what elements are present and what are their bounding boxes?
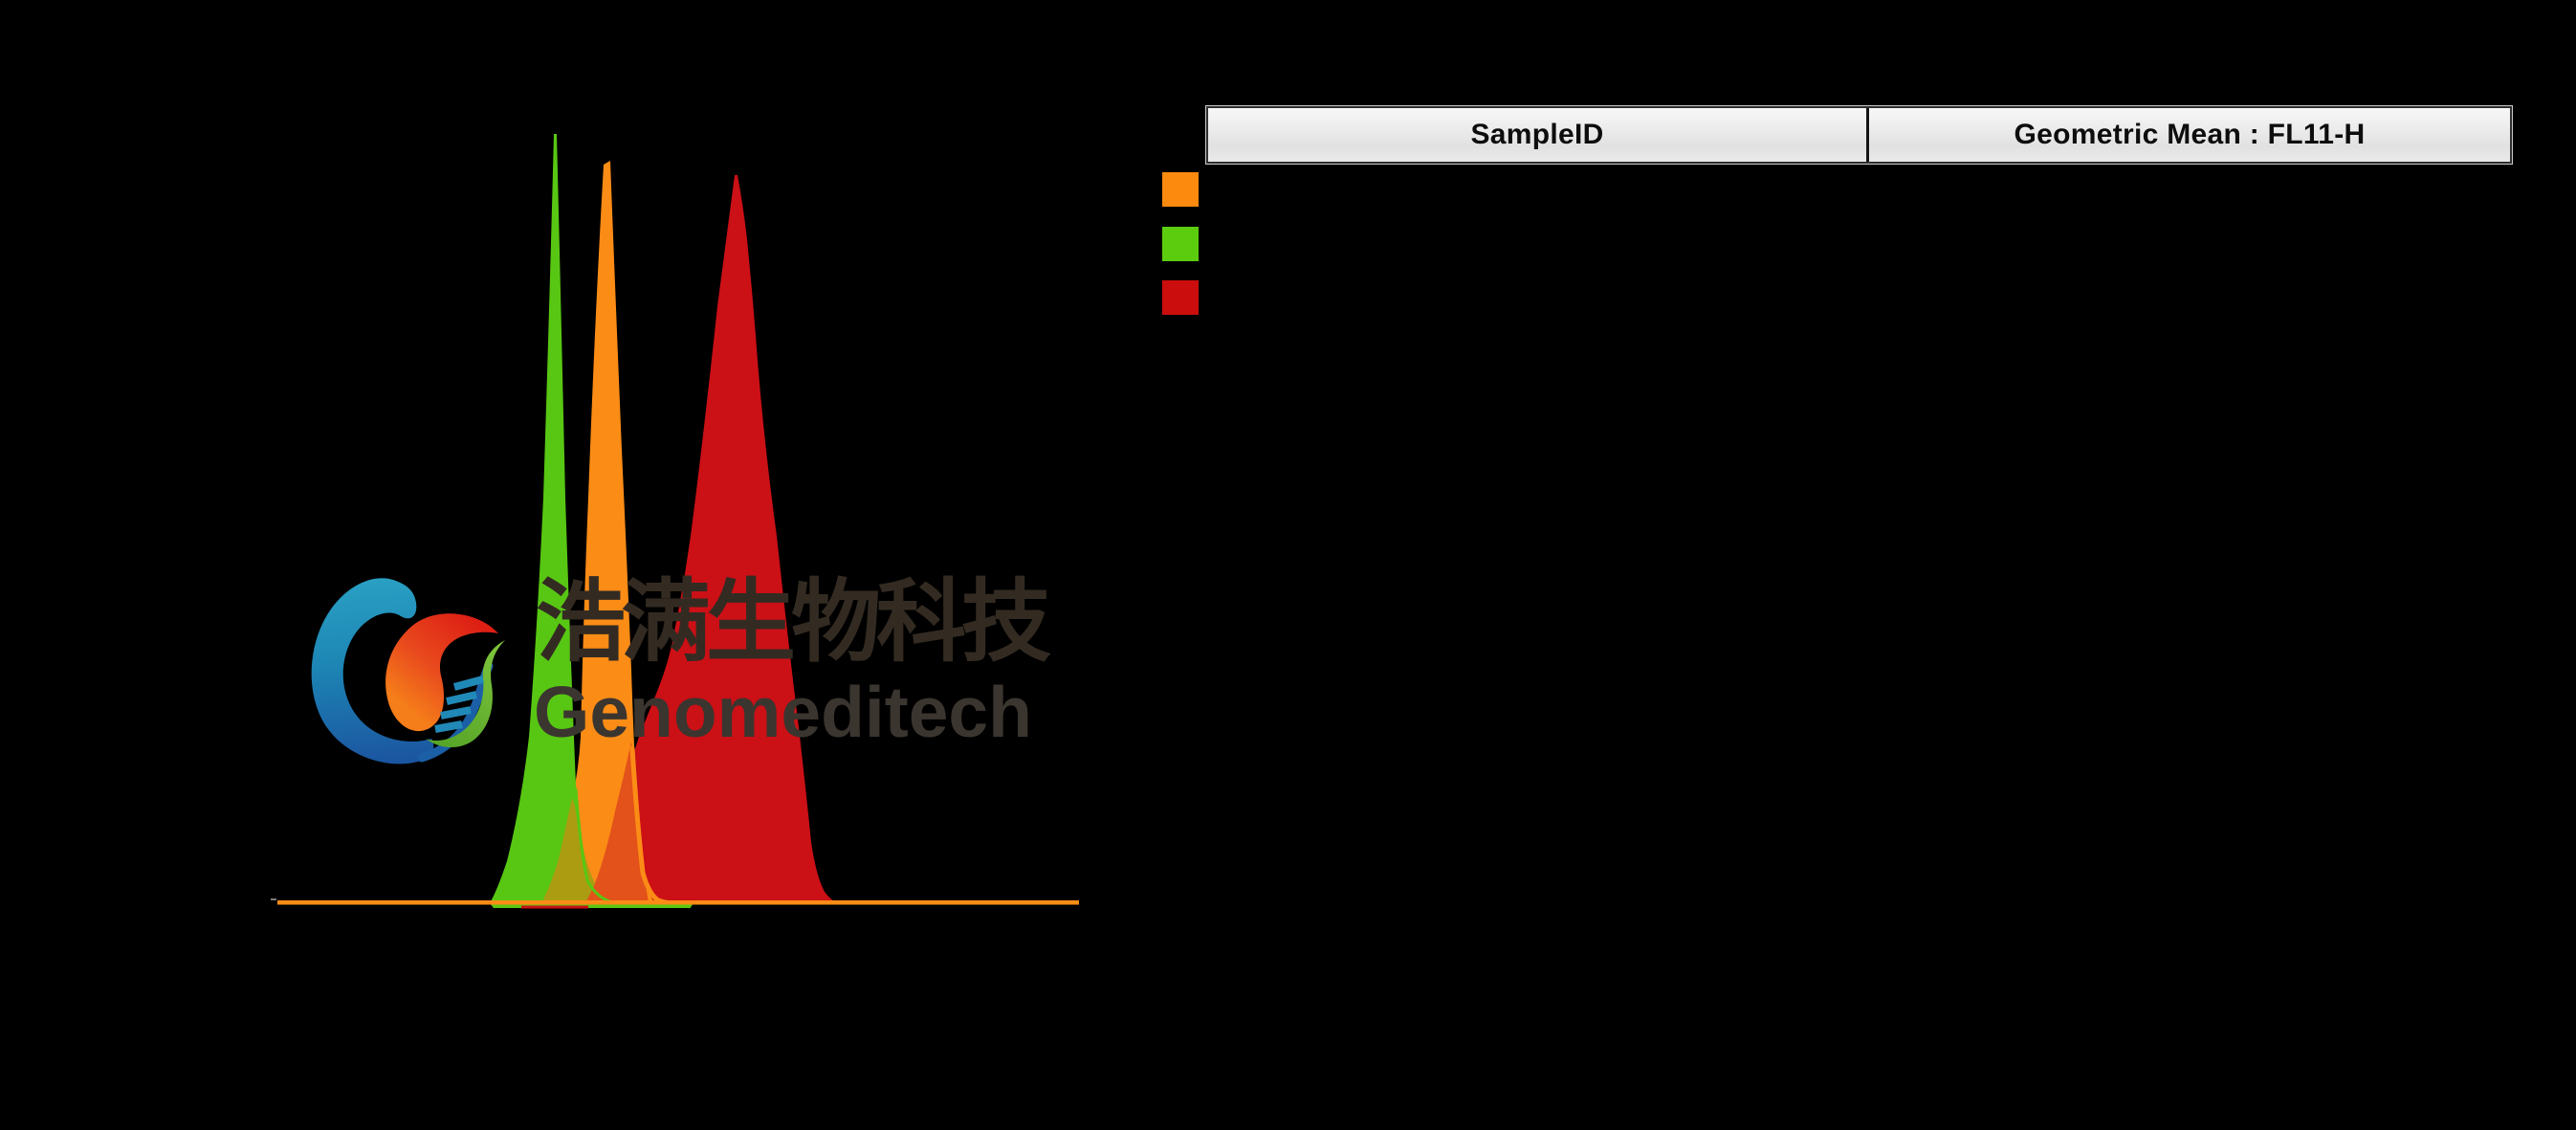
histogram-curve-red — [583, 175, 837, 903]
results-table-header-row: SampleID Geometric Mean : FL11-H — [1206, 106, 2512, 164]
legend-swatch-orange[interactable] — [1162, 172, 1199, 207]
column-header-geometric-mean[interactable]: Geometric Mean : FL11-H — [1866, 108, 2510, 162]
legend-swatch-red[interactable] — [1162, 280, 1199, 315]
histogram-curve-orange — [532, 161, 654, 903]
results-table-header: SampleID Geometric Mean : FL11-H — [1205, 105, 2513, 165]
histogram-curve-green — [490, 134, 691, 908]
column-header-sampleid[interactable]: SampleID — [1470, 119, 1604, 150]
overlap-green-orange — [543, 798, 608, 903]
axis-tick — [271, 898, 276, 900]
legend-swatch-green[interactable] — [1162, 227, 1199, 261]
x-axis-baseline — [277, 900, 1079, 905]
